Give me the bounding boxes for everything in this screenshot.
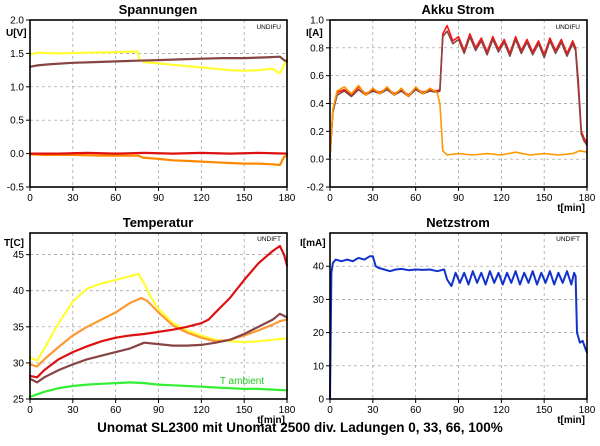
y-tick-label: 0.5	[10, 116, 24, 127]
y-tick-label: 30	[13, 358, 25, 369]
y-tick-label: 40	[13, 286, 25, 297]
x-tick-label: 90	[153, 405, 165, 416]
x-tick-label: 60	[110, 193, 122, 204]
x-tick-label: 60	[410, 193, 422, 204]
y-tick-label: 1.5	[10, 49, 24, 60]
y-tick-label: 40	[313, 262, 325, 273]
temperatur-panel: 0 30 60 90 120 150 180 25 30 35 40 45 Temperatur T[C]…	[4, 215, 296, 426]
y-tick-label: 45	[13, 250, 25, 261]
y-axis-label: I[mA]	[300, 238, 326, 249]
x-tick-label: 150	[236, 193, 253, 204]
x-tick-label: 0	[327, 405, 333, 416]
chart-tag: UNDIFT	[556, 236, 580, 243]
y-tick-label: 10	[313, 361, 325, 372]
y-tick-label: 0.8	[310, 43, 324, 54]
x-tick-label: 120	[493, 405, 510, 416]
x-tick-label: 90	[153, 193, 165, 204]
chart-title: Netzstrom	[426, 215, 490, 230]
y-tick-label: 0.0	[310, 155, 324, 166]
x-tick-label: 0	[27, 193, 33, 204]
y-tick-label: 0.2	[310, 127, 324, 138]
y-axis-label: U[V]	[6, 28, 27, 39]
x-tick-label: 180	[579, 405, 596, 416]
series-line-4	[28, 312, 289, 384]
x-tick-label: 120	[193, 193, 210, 204]
x-tick-label: 0	[27, 405, 33, 416]
x-tick-label: 30	[67, 405, 79, 416]
series-line-1	[28, 273, 289, 362]
y-axis-label: I[A]	[306, 28, 323, 39]
y-tick-label: 1.0	[10, 82, 24, 93]
x-tick-label: 150	[536, 193, 553, 204]
x-axis-label: t[min]	[557, 203, 585, 214]
series-line-4	[28, 151, 289, 155]
spannungen-panel: 0 30 60 90 120 150 180 -0.5 0.0 0.5 1.0 1.5 2.0 Spann…	[6, 2, 296, 204]
akku-strom-panel: 0 30 60 90 120 150 180 -0.2 0.0 0.2 0.4 0.6 0.8 1.0 Ak…	[306, 2, 596, 214]
series-line-2	[28, 55, 289, 68]
y-tick-label: -0.2	[307, 183, 325, 194]
y-tick-label: 0	[318, 395, 324, 406]
series-line-2	[28, 296, 289, 368]
x-tick-label: 30	[367, 193, 379, 204]
x-tick-label: 180	[579, 193, 596, 204]
series-line-1	[28, 50, 289, 75]
x-tick-label: 90	[453, 405, 465, 416]
x-tick-label: 180	[279, 405, 296, 416]
x-tick-label: 30	[367, 405, 379, 416]
y-tick-label: 0.0	[10, 149, 24, 160]
y-tick-label: 1.0	[310, 16, 324, 27]
x-tick-label: 120	[493, 193, 510, 204]
series-line-3	[28, 244, 289, 379]
chart-tag: UNDIFU	[256, 24, 281, 31]
series-line-3	[329, 84, 588, 156]
x-axis-label: t[min]	[557, 415, 585, 426]
x-tick-label: 90	[453, 193, 465, 204]
y-tick-label: 35	[13, 322, 25, 333]
series-line-5	[28, 381, 289, 398]
x-tick-label: 0	[327, 193, 333, 204]
y-tick-label: 20	[313, 328, 325, 339]
x-tick-label: 180	[279, 193, 296, 204]
y-tick-label: 0.6	[310, 71, 324, 82]
y-tick-label: 0.4	[310, 99, 324, 110]
series-line-1	[329, 255, 588, 400]
chart-tag: UNDIFT	[257, 236, 281, 243]
chart-title: Temperatur	[123, 215, 194, 230]
y-tick-label: 25	[13, 395, 25, 406]
y-axis-label: T[C]	[4, 238, 24, 249]
x-tick-label: 150	[236, 405, 253, 416]
figure-caption: Unomat SL2300 mit Unomat 2500 div. Ladun…	[97, 420, 503, 435]
x-tick-label: 150	[536, 405, 553, 416]
y-tick-label: 2.0	[10, 16, 24, 27]
x-tick-label: 60	[410, 405, 422, 416]
y-tick-label: -0.5	[7, 183, 25, 194]
chart-title: Akku Strom	[422, 2, 495, 17]
x-tick-label: 30	[67, 193, 79, 204]
y-tick-label: 30	[313, 295, 325, 306]
chart-tag: UNDIFU	[555, 24, 580, 31]
chart-title: Spannungen	[119, 2, 198, 17]
series-line-3	[28, 153, 289, 167]
x-axis-label: t[min]	[257, 415, 285, 426]
netzstrom-panel: 0 30 60 90 120 150 180 0 10 20 30 40 Netzstrom I[mA] t…	[300, 215, 596, 426]
x-tick-label: 120	[193, 405, 210, 416]
annotation-label: T ambient	[220, 376, 265, 387]
x-tick-label: 60	[110, 405, 122, 416]
